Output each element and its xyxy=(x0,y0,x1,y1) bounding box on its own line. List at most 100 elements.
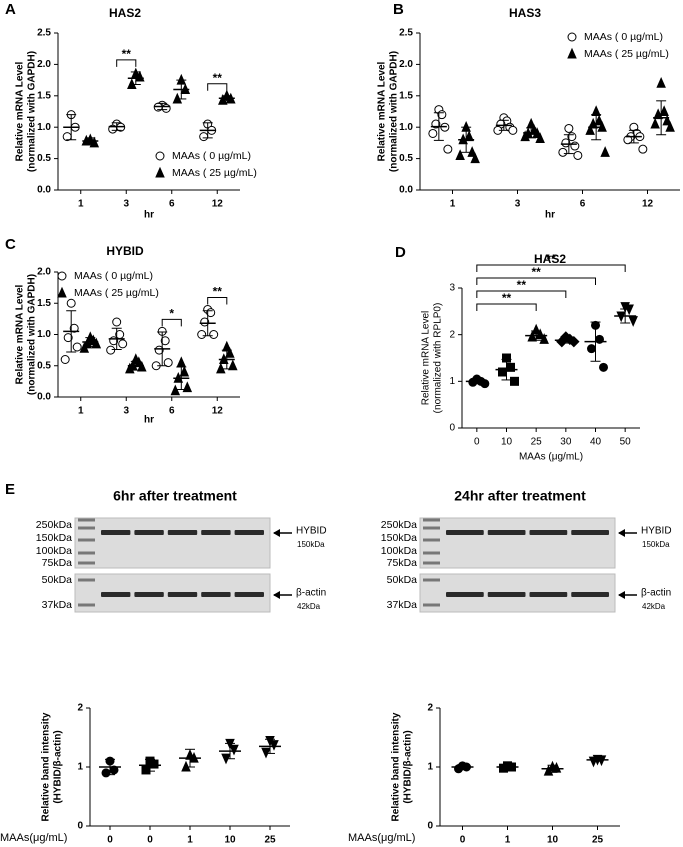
blot-band xyxy=(134,530,164,535)
ladder-band xyxy=(423,518,440,522)
point xyxy=(535,132,545,144)
blot-band xyxy=(571,530,609,535)
error-bar xyxy=(130,71,141,85)
significance-label: ** xyxy=(213,285,223,299)
y-axis-title: (normalized with GAPDH) xyxy=(27,274,38,395)
x-axis-title: MAAs(μg/mL) xyxy=(0,832,67,844)
chart: 0.0 0.5 1.0 1.5 2.0 2.5 1 3 6 12 MAAs ( 0 µg/mL) MA… xyxy=(5,1,257,221)
legend-marker xyxy=(57,286,67,298)
point xyxy=(594,114,604,126)
x-tick-label: 25 xyxy=(264,835,276,846)
x-tick-label: 6 xyxy=(580,199,586,210)
ladder-band xyxy=(78,603,95,607)
arrow-head xyxy=(618,591,625,599)
error-bar xyxy=(628,129,639,144)
y-axis-title: (normalized with GAPDH) xyxy=(389,51,400,172)
error-bar xyxy=(563,134,574,155)
x-tick-label: 1 xyxy=(505,835,511,846)
significance-label: ** xyxy=(213,71,223,85)
legend-label: MAAs ( 25 µg/mL) xyxy=(74,287,159,299)
x-tick-label: 1 xyxy=(450,199,456,210)
error-bar xyxy=(111,122,122,131)
y-tick-label: 0 xyxy=(77,821,83,832)
point xyxy=(573,150,583,160)
error-bar xyxy=(620,308,631,324)
marker-label: 75kDa xyxy=(42,557,73,569)
ladder-band xyxy=(78,578,95,582)
y-tick-label: 1.0 xyxy=(399,122,413,133)
error-bar xyxy=(265,738,275,754)
error-bar xyxy=(66,310,77,353)
x-axis-title: hr xyxy=(545,210,555,221)
error-bar xyxy=(502,764,513,770)
ladder-band xyxy=(78,561,95,565)
chart: 0 1 2 0 0 1 10 25 MAAs(μg/mL) Relative band inten… xyxy=(0,703,290,846)
point xyxy=(182,381,193,393)
marker-label: 37kDa xyxy=(42,599,73,611)
ladder-band xyxy=(423,538,440,542)
x-tick-label: 1 xyxy=(78,199,84,210)
point xyxy=(539,333,549,344)
ladder-band xyxy=(423,526,440,530)
point xyxy=(69,323,79,333)
y-tick-label: 1 xyxy=(449,376,455,387)
x-tick-label: 25 xyxy=(531,437,543,448)
legend-label: MAAs ( 25 µg/mL) xyxy=(172,167,257,179)
legend-label: MAAs ( 0 µg/mL) xyxy=(74,270,153,282)
marker-label: 50kDa xyxy=(387,574,418,586)
chart: 0.0 0.5 1.0 1.5 2.0 2.5 1 3 6 12 MAAs ( 0 µg/mL) MA… xyxy=(377,1,680,221)
band-size: 42kDa xyxy=(642,602,666,611)
ladder-band xyxy=(78,526,95,530)
y-tick-label: 2.5 xyxy=(37,28,51,39)
y-tick-label: 1 xyxy=(77,762,83,773)
blot-membrane xyxy=(419,517,616,569)
point xyxy=(228,359,238,371)
x-tick-label: 6 xyxy=(169,406,175,417)
point xyxy=(455,149,465,160)
x-axis-title: hr xyxy=(144,210,154,221)
chart-title: HYBID xyxy=(106,244,144,258)
x-axis-title: MAAs(μg/mL) xyxy=(348,832,415,844)
blot-title: 24hr after treatment xyxy=(454,488,586,504)
point xyxy=(60,355,70,364)
error-bar xyxy=(590,321,601,362)
y-tick-label: 0.0 xyxy=(399,185,413,196)
point xyxy=(558,147,568,157)
blot-band xyxy=(571,592,609,597)
point xyxy=(470,152,480,164)
blot-band xyxy=(487,592,526,597)
point xyxy=(588,117,598,129)
error-bar xyxy=(157,331,168,367)
error-bar xyxy=(221,95,232,102)
point xyxy=(665,120,675,132)
marker-label: 75kDa xyxy=(387,557,418,569)
blot-band xyxy=(487,530,526,535)
error-bar xyxy=(547,764,558,773)
point xyxy=(66,298,76,308)
significance-bracket xyxy=(476,303,537,311)
point xyxy=(527,330,537,342)
error-bar xyxy=(221,349,232,370)
y-axis-title: Relative mRNA Level xyxy=(377,61,388,161)
significance-bracket xyxy=(476,277,596,285)
ladder-band xyxy=(78,551,95,555)
significance-bracket xyxy=(207,83,228,91)
chart: 0.0 0.5 1.0 1.5 2.0 1 3 6 12 MAAs ( 0 µg/mL) MAAs … xyxy=(5,236,240,426)
legend-label: MAAs ( 25 µg/mL) xyxy=(584,48,669,60)
significance-label: ** xyxy=(531,265,541,279)
chart-title: HAS2 xyxy=(534,252,566,266)
point xyxy=(543,764,554,776)
error-bar xyxy=(85,337,96,347)
significance-label: ** xyxy=(517,278,527,292)
significance-bracket xyxy=(476,264,626,272)
y-tick-label: 1.5 xyxy=(37,298,51,309)
x-tick-label: 6 xyxy=(169,199,175,210)
y-axis-title: (normalized with RPLP0) xyxy=(433,303,444,414)
point xyxy=(564,123,574,133)
y-tick-label: 1.5 xyxy=(37,90,51,101)
point xyxy=(149,759,159,769)
blot-band xyxy=(529,530,568,535)
error-bar xyxy=(145,758,155,772)
